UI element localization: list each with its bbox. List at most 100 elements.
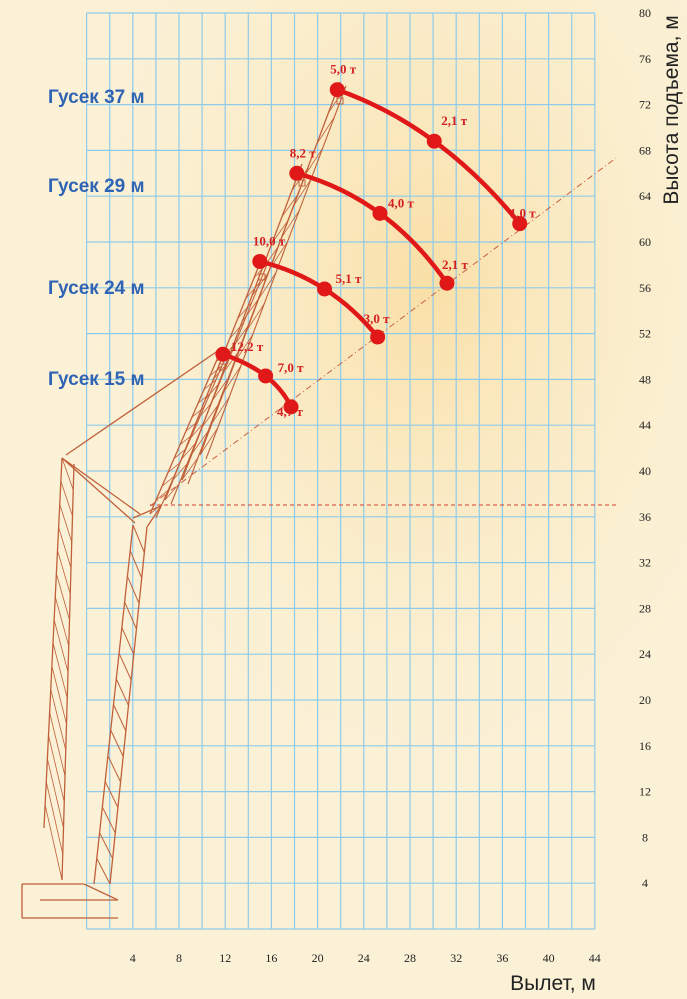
jib-lattice [164,483,180,501]
x-tick-label: 16 [265,951,277,965]
x-tick-labels: 4 8 12 16 20 24 28 32 36 40 44 [130,951,601,965]
y-tick-label: 48 [639,372,651,386]
y-tick-label: 72 [639,98,651,112]
jib-lattice [191,431,209,454]
jib-lattice [209,365,223,376]
series-label: Гусек 29 м [48,176,145,197]
jib-lattice [172,463,188,481]
jib-lattice [149,503,163,515]
y-tick-label: 76 [639,52,651,66]
y-tick-label: 80 [639,6,651,20]
crane-lattice [104,781,119,808]
x-tick-label: 28 [404,951,416,965]
x-tick-label: 8 [176,951,182,965]
crane-member [132,505,162,519]
y-tick-label: 4 [642,876,648,890]
jib-lattice [222,365,242,394]
grid [85,12,596,930]
jib-lattice [155,490,169,501]
load-point-label: 4,0 т [388,195,415,210]
series-label: Гусек 15 м [48,369,145,390]
crane-lattice [44,804,63,881]
load-point-label: 7,0 т [278,360,305,375]
load-point [289,165,305,181]
load-point [426,133,442,149]
y-tick-label: 8 [642,830,648,844]
jib-lattice [241,299,259,323]
load-point-label: 3,0 т [364,311,391,326]
crane-lattice [45,781,64,855]
y-tick-label: 32 [639,556,651,570]
y-tick-label: 44 [639,418,651,432]
jib-lattice [203,379,217,390]
load-point [329,82,345,98]
load-point [439,275,455,291]
jib-lattice [161,476,175,487]
load-point-label: 8,2 т [290,145,317,160]
y-tick-label: 68 [639,143,651,157]
series-label: Гусек 24 м [48,278,145,299]
load-point [370,329,386,345]
jib-lattice [231,325,249,349]
y-tick-label: 16 [639,739,651,753]
load-point-label: 2,1 т [441,113,468,128]
load-point [215,346,231,362]
crane-lattice [115,678,129,706]
jib-lattice [188,423,204,440]
load-point [512,216,528,232]
crane-lattice [54,596,70,647]
jib-lattice [197,393,211,404]
jib-lattice [197,402,212,420]
x-tick-label: 40 [543,951,555,965]
x-tick-label: 24 [358,951,370,965]
load-point [252,253,268,269]
x-tick-label: 4 [130,951,136,965]
jib-lattice [281,210,300,238]
crane-lattice [124,601,137,630]
jib-lattice [211,378,229,402]
x-tick-label: 36 [496,951,508,965]
crane-member [61,457,136,524]
y-axis-title: Высота подъема, м [660,15,683,204]
series-label: Гусек 37 м [48,87,145,108]
crane-lattice [57,550,71,595]
crane-lattice [52,642,68,699]
x-axis-title: Вылет, м [510,972,596,995]
load-point [317,281,333,297]
crane-lattice [50,689,67,751]
crane-lattice [113,704,127,732]
jib-lattice [201,404,219,428]
hook-block [298,179,306,187]
crane-lattice [61,457,74,491]
series-labels: Гусек 37 м Гусек 29 м Гусек 24 м Гусек 15 м [48,87,145,390]
crane-member [61,457,141,515]
crane-lattice [51,666,67,725]
y-tick-label: 24 [639,647,651,661]
jib-lattice [167,462,181,473]
load-point-label: 1,0 т [510,206,536,221]
jib-lattice [211,396,230,425]
crane-lattice [126,576,140,604]
crane-lattice [60,480,73,517]
crane-lattice [49,712,66,777]
crane-lattice [59,504,73,543]
load-curves: 5,0 т 2,1 т 1,0 т 8,2 т 4,0 т 2,1 т 10,0 т 5,1 … [215,62,536,419]
jib-lattice [181,457,199,481]
crane-member [146,505,162,528]
load-point [258,368,274,384]
jib-lattice [237,302,253,319]
crane-member [83,883,119,901]
crane-lattice [118,653,132,681]
y-tick-label: 52 [639,327,651,341]
load-point-label: 10,0 т [253,233,286,248]
jib-lattice [245,281,261,299]
crane-lattice [58,527,72,569]
crane-lattice [132,524,145,553]
load-point [283,399,299,415]
crane-lattice [110,729,124,757]
crane-lattice [46,758,64,829]
x-tick-label: 44 [589,951,601,965]
jib-lattice [281,194,299,217]
